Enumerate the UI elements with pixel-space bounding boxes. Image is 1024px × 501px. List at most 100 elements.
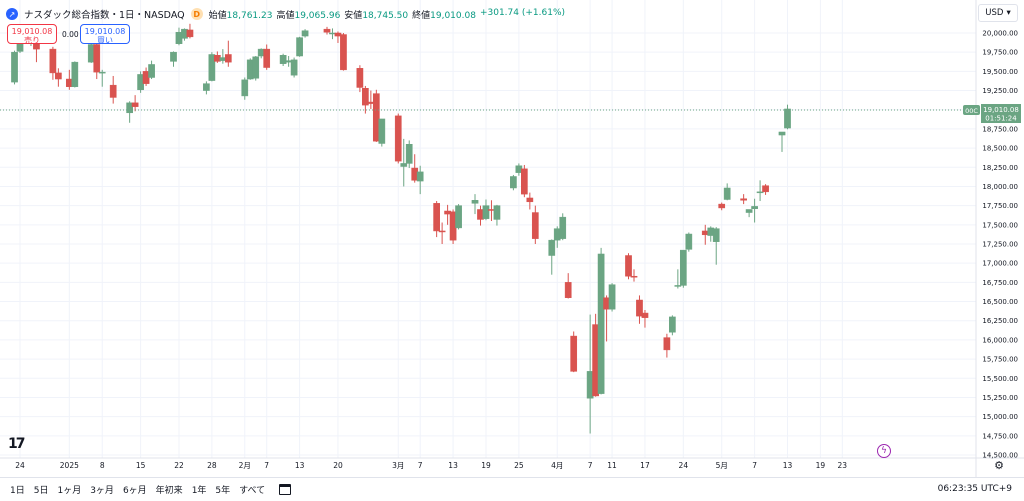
candle-body (438, 230, 446, 233)
candle-body (762, 185, 769, 193)
candle (718, 202, 726, 211)
candle (438, 222, 446, 244)
x-tick-label: 3月 (392, 461, 404, 470)
candle (131, 95, 139, 112)
y-tick-label: 17,250.00 (982, 241, 1018, 249)
candle (521, 164, 528, 198)
range-button[interactable]: 6ヶ月 (122, 486, 147, 496)
delay-badge[interactable]: D (190, 8, 203, 20)
candle-body (679, 249, 687, 286)
candle-body (433, 203, 440, 232)
candle-body (148, 64, 155, 78)
candle-body (93, 44, 101, 73)
x-tick-label: 13 (448, 461, 458, 470)
candle-body (356, 68, 364, 88)
currency-selector[interactable]: USD ▾ (978, 4, 1018, 22)
y-tick-label: 16,500.00 (982, 298, 1018, 306)
candle (685, 232, 693, 252)
y-tick-label: 17,000.00 (982, 260, 1018, 268)
range-button[interactable]: 1ヶ月 (57, 486, 82, 496)
price-source-badge (963, 105, 980, 115)
price-axis[interactable]: 20,000.00 19,750.00 19,500.00 19,250.00 19,0… (982, 30, 1018, 460)
buy-button[interactable]: 19,010.08 買い (80, 24, 130, 45)
x-tick-label: 7 (264, 461, 269, 470)
candle (93, 42, 101, 80)
x-tick-label: 13 (295, 461, 305, 470)
candle (394, 113, 402, 164)
x-tick-label: 11 (607, 461, 617, 470)
calendar-icon[interactable] (279, 484, 292, 495)
range-button[interactable]: すべて (239, 486, 266, 496)
candle-body (718, 203, 726, 209)
buy-label: 買い (97, 36, 113, 45)
range-button[interactable]: 1日 (10, 486, 25, 496)
candle (625, 253, 632, 280)
x-tick-label: 5月 (716, 461, 728, 470)
candle-body (71, 61, 79, 87)
candle (762, 184, 769, 195)
candle-body (224, 54, 232, 63)
candle (493, 204, 501, 226)
candle (71, 61, 79, 88)
candle (641, 309, 649, 328)
candle-body (674, 285, 682, 287)
last-price-box (981, 104, 1021, 123)
tradingview-logo-icon[interactable]: 17 (8, 436, 26, 452)
candle (510, 174, 517, 191)
candle (301, 29, 309, 38)
range-button[interactable]: 3ヶ月 (90, 486, 114, 496)
candle-body (636, 299, 643, 317)
range-button[interactable]: 5日 (33, 486, 49, 496)
candle-body (55, 72, 62, 80)
close-label: 終値 (412, 10, 431, 21)
y-tick-label: 18,000.00 (982, 183, 1018, 191)
candle (224, 40, 232, 67)
candle-body (400, 163, 408, 167)
candle-body (208, 54, 216, 81)
candle-body (630, 275, 638, 278)
candle-body (625, 255, 632, 277)
candle-body (323, 28, 331, 33)
y-tick-label: 18,500.00 (982, 145, 1018, 153)
bar-countdown: 01:51:24 (985, 115, 1017, 123)
x-tick-label: 7 (588, 461, 593, 470)
candle-body (11, 51, 18, 83)
y-tick-label: 15,500.00 (982, 375, 1018, 383)
candle (362, 85, 369, 114)
candle (740, 194, 747, 205)
y-tick-label: 17,500.00 (982, 221, 1018, 229)
range-button[interactable]: 5年 (215, 486, 231, 496)
candles (11, 23, 791, 434)
time-axis[interactable]: 24 2025 8 15 22 28 2月 7 13 20 3月 7 13 19 25 4月 7 11 17 24 5月… (15, 461, 847, 470)
chart-icon[interactable]: ↗ (6, 8, 18, 20)
grid (0, 0, 976, 458)
y-tick-label: 16,000.00 (982, 336, 1018, 344)
sell-button[interactable]: 19,010.08 売り (7, 24, 57, 45)
candle (148, 60, 155, 80)
clock[interactable]: 06:23:35 UTC+9 (937, 484, 1012, 494)
y-tick-label: 18,750.00 (982, 125, 1018, 133)
symbol-name[interactable]: ナスダック総合指数・1日・NASDAQ (24, 10, 185, 21)
range-button[interactable]: 1年 (191, 486, 207, 496)
lightning-event-icon[interactable]: ϟ (877, 444, 891, 458)
y-tick-label: 19,500.00 (982, 68, 1018, 76)
candle-body (378, 118, 386, 144)
sell-label: 売り (24, 36, 40, 45)
candle (784, 104, 791, 130)
candle-body (98, 71, 106, 74)
candle-body (290, 59, 298, 76)
high-value: 19,065.96 (294, 10, 341, 21)
settings-gear-icon[interactable]: ⚙ (994, 459, 1004, 472)
candle (564, 273, 572, 299)
spread-value: 0.00 (62, 30, 79, 39)
candle (433, 201, 440, 238)
x-tick-label: 7 (752, 461, 757, 470)
candle (170, 51, 177, 67)
candle (745, 209, 753, 218)
candle-body (526, 197, 534, 203)
candle (636, 295, 643, 324)
candle-body (784, 108, 791, 129)
candle-body (663, 337, 671, 351)
range-button[interactable]: 年初来 (155, 486, 183, 496)
